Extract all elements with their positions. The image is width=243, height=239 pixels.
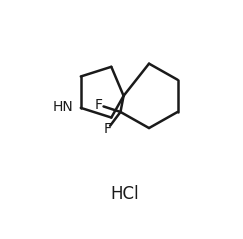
Text: HN: HN bbox=[52, 100, 73, 114]
Text: F: F bbox=[103, 122, 111, 136]
Text: HCl: HCl bbox=[110, 185, 139, 203]
Text: F: F bbox=[95, 98, 103, 112]
